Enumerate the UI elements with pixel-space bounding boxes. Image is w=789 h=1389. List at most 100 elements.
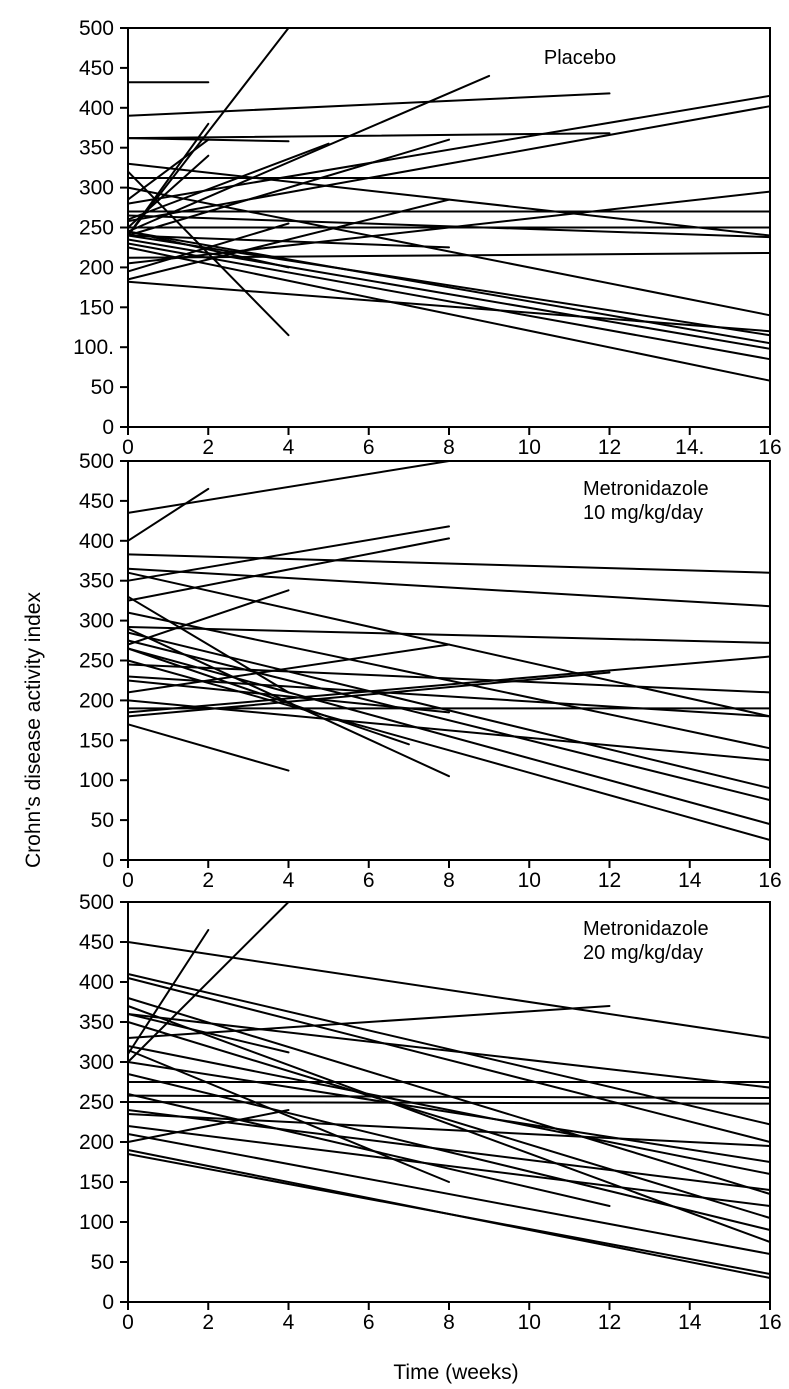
y-tick-label: 250: [79, 650, 114, 673]
x-tick-label: 14.: [675, 436, 704, 459]
series-line: [127, 1061, 771, 1163]
series-line: [127, 234, 450, 249]
x-tick-label: 8: [443, 436, 455, 459]
series-line: [127, 105, 771, 223]
y-tick-label: 450: [79, 57, 114, 80]
panel-metronidazole-10: 0 50 100 150 200 250 300 350 400 450 500 0 2 4 6 8 10 12 1…: [79, 450, 782, 892]
y-tick-label: 300: [79, 610, 114, 633]
y-tick-label: 100: [79, 769, 114, 792]
series-line: [127, 553, 771, 574]
series-line: [127, 626, 771, 644]
series-line: [127, 1013, 290, 1054]
x-tick-label: 10: [518, 436, 541, 459]
series-line: [127, 460, 450, 514]
panel-placebo: 0 50 100. 150 200 250 300 350 400 450 500 0 2 4 6 8 10 12…: [73, 17, 782, 459]
x-tick-label: 2: [202, 1311, 214, 1334]
x-tick-label: 2: [202, 436, 214, 459]
series-line: [127, 246, 771, 382]
y-tick-label: 50: [91, 1251, 114, 1274]
series-line: [127, 190, 771, 265]
series-line: [127, 663, 771, 694]
x-tick-label: 2: [202, 869, 214, 892]
y-tick-label: 250: [79, 1091, 114, 1114]
y-tick-label: 300: [79, 1051, 114, 1074]
y-tick-label: 250: [79, 217, 114, 240]
series-line: [127, 1005, 771, 1243]
x-tick-label: 0: [122, 869, 134, 892]
y-tick-label: 50: [91, 809, 114, 832]
series-line: [127, 132, 611, 140]
panel-metronidazole-20: 0 50 100 150 200 250 300 350 400 450 500 0 2 4 6 8 10 12 1…: [79, 891, 782, 1334]
series-line: [127, 675, 771, 718]
series-line: [127, 655, 771, 714]
y-tick-label: 400: [79, 971, 114, 994]
y-tick-label: 150: [79, 1171, 114, 1194]
y-tick-label: 100: [79, 1211, 114, 1234]
x-tick-label: 8: [443, 869, 455, 892]
panel-label: Placebo: [544, 47, 616, 69]
series-line: [127, 1045, 771, 1175]
series-line: [127, 567, 771, 608]
y-tick-label: 500: [79, 17, 114, 40]
y-tick-label: 0: [102, 849, 114, 872]
series-line: [127, 122, 210, 237]
x-tick-label: 6: [363, 1311, 375, 1334]
series-line: [127, 222, 290, 273]
panel-label: Metronidazole 20 mg/kg/day: [583, 918, 709, 964]
x-tick-label: 4: [283, 436, 295, 459]
series-line: [127, 589, 290, 646]
series-line: [127, 162, 771, 237]
y-tick-label: 200: [79, 1131, 114, 1154]
series-line: [127, 1109, 290, 1143]
x-axis-title: Time (weeks): [393, 1361, 518, 1384]
series-line: [127, 679, 450, 714]
series-line: [127, 74, 491, 233]
x-tick-label: 6: [363, 869, 375, 892]
series-line: [127, 1109, 771, 1191]
series-line: [127, 138, 210, 201]
y-axis-title: Crohn's disease activity index: [22, 592, 45, 868]
y-tick-label: 350: [79, 137, 114, 160]
series-line: [127, 647, 771, 826]
series-line: [127, 1093, 611, 1207]
y-tick-label: 200: [79, 256, 114, 279]
series-line: [127, 525, 450, 582]
series-line: [127, 901, 290, 1063]
y-tick-label: 350: [79, 1011, 114, 1034]
series-line: [127, 671, 611, 718]
series-line: [127, 723, 290, 772]
y-tick-label: 450: [79, 931, 114, 954]
series-line: [127, 647, 410, 746]
series-line: [127, 230, 290, 269]
series-line: [127, 639, 771, 802]
series-line: [127, 1101, 771, 1105]
x-tick-label: 16: [758, 1311, 781, 1334]
series-line: [127, 941, 771, 1039]
y-tick-label: 400: [79, 530, 114, 553]
y-tick-label: 300: [79, 177, 114, 200]
y-tick-label: 500: [79, 891, 114, 914]
series-line: [127, 595, 290, 694]
series-line: [127, 1021, 771, 1219]
y-tick-label: 0: [102, 416, 114, 439]
x-tick-label: 12: [598, 1311, 621, 1334]
series-line: [127, 170, 290, 337]
series-line: [127, 973, 771, 1126]
x-tick-label: 14: [678, 869, 702, 892]
series-line: [127, 631, 771, 790]
x-tick-label: 12: [598, 869, 621, 892]
x-tick-label: 4: [283, 869, 295, 892]
y-tick-label: 400: [79, 97, 114, 120]
y-tick-label: 450: [79, 490, 114, 513]
x-tick-label: 16: [758, 436, 781, 459]
series-line: [127, 929, 210, 1055]
series-line: [127, 138, 450, 237]
y-tick-label: 200: [79, 689, 114, 712]
series-line: [127, 1125, 771, 1207]
series-line: [127, 1133, 771, 1255]
x-tick-label: 6: [363, 436, 375, 459]
series-line: [127, 252, 771, 259]
series-line: [127, 1113, 771, 1147]
series-line: [127, 1153, 771, 1275]
